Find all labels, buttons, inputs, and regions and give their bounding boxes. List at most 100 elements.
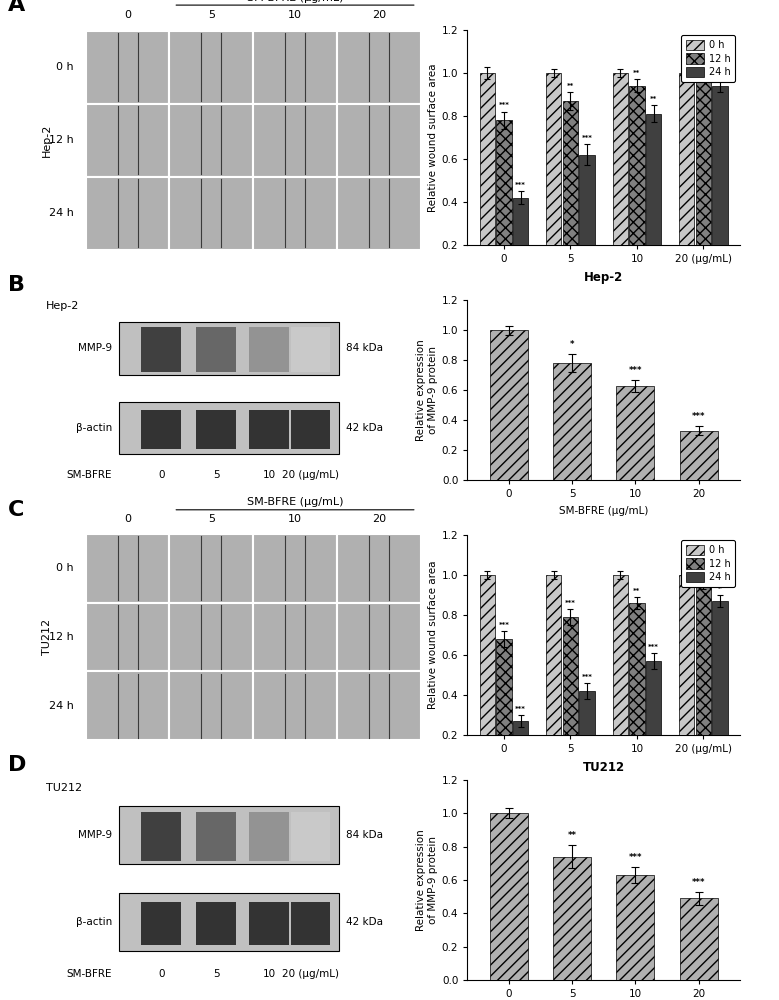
Text: 12 h: 12 h — [49, 135, 74, 145]
Bar — [680, 430, 718, 480]
Bar — [291, 812, 330, 861]
Bar — [86, 671, 170, 740]
Bar — [291, 902, 330, 945]
Text: ***: *** — [629, 853, 642, 862]
Bar — [496, 120, 512, 245]
Text: MMP-9: MMP-9 — [78, 343, 112, 353]
Bar — [142, 410, 181, 449]
Text: 10: 10 — [263, 470, 276, 480]
Text: C: C — [8, 500, 24, 520]
Bar — [513, 721, 528, 735]
Text: **: ** — [568, 831, 576, 840]
Bar — [480, 575, 495, 735]
Bar — [337, 603, 421, 671]
Bar — [679, 575, 695, 735]
Bar — [86, 31, 170, 104]
Bar — [142, 327, 181, 372]
Text: ***: *** — [582, 674, 593, 680]
Text: ***: *** — [565, 600, 576, 606]
Y-axis label: Relative expression
of MMP-9 protein: Relative expression of MMP-9 protein — [416, 339, 438, 441]
Text: ***: *** — [499, 622, 509, 628]
Text: 84 kDa: 84 kDa — [347, 830, 383, 840]
Bar — [513, 198, 528, 245]
Legend: 0 h, 12 h, 24 h: 0 h, 12 h, 24 h — [682, 540, 735, 587]
Text: TU212: TU212 — [42, 619, 51, 655]
Bar — [679, 73, 695, 245]
Text: 5: 5 — [213, 969, 220, 979]
Bar — [496, 639, 512, 735]
Y-axis label: Relative wound surface area: Relative wound surface area — [428, 63, 438, 212]
Bar — [253, 31, 337, 104]
Text: 20: 20 — [372, 514, 386, 524]
Bar — [680, 898, 718, 980]
Bar — [86, 603, 170, 671]
X-axis label: Hep-2: Hep-2 — [584, 271, 623, 284]
Y-axis label: Relative expression
of MMP-9 protein: Relative expression of MMP-9 protein — [416, 829, 438, 931]
Text: **: ** — [567, 83, 574, 89]
Bar — [646, 661, 661, 735]
Text: 20 (μg/mL): 20 (μg/mL) — [282, 470, 339, 480]
Text: 0: 0 — [158, 470, 164, 480]
Text: 5: 5 — [208, 514, 215, 524]
Text: 24 h: 24 h — [49, 208, 74, 218]
Text: *: * — [718, 70, 722, 76]
Bar — [119, 402, 339, 454]
Bar — [253, 534, 337, 603]
Bar — [119, 806, 339, 863]
Bar — [249, 327, 289, 372]
Text: ***: *** — [692, 878, 706, 887]
Bar — [546, 575, 562, 735]
Text: **: ** — [700, 59, 707, 65]
Text: SM-BFRE: SM-BFRE — [67, 470, 112, 480]
Text: ***: *** — [692, 412, 706, 422]
Bar — [249, 902, 289, 945]
Bar — [696, 583, 711, 735]
Text: Hep-2: Hep-2 — [42, 124, 51, 157]
Bar — [86, 534, 170, 603]
Text: 0: 0 — [124, 514, 131, 524]
Text: **: ** — [633, 70, 640, 76]
Text: B: B — [8, 275, 25, 295]
Bar — [170, 104, 253, 177]
Legend: 0 h, 12 h, 24 h: 0 h, 12 h, 24 h — [682, 35, 735, 82]
Text: ***: *** — [629, 366, 642, 375]
Text: SM-BFRE: SM-BFRE — [67, 969, 112, 979]
Bar — [170, 31, 253, 104]
Text: Hep-2: Hep-2 — [46, 301, 79, 311]
Bar — [629, 603, 644, 735]
Bar — [546, 73, 562, 245]
Bar — [553, 857, 591, 980]
Text: 20: 20 — [372, 10, 386, 20]
Bar — [713, 86, 728, 245]
Bar — [253, 177, 337, 250]
Bar — [580, 691, 594, 735]
Text: *: * — [702, 568, 705, 574]
Bar — [713, 601, 728, 735]
Bar — [86, 104, 170, 177]
Bar — [196, 902, 236, 945]
Text: ***: *** — [515, 182, 526, 188]
Bar — [253, 671, 337, 740]
Text: **: ** — [633, 588, 640, 594]
Text: A: A — [8, 0, 25, 15]
Text: 10: 10 — [263, 969, 276, 979]
Bar — [119, 893, 339, 951]
Bar — [337, 104, 421, 177]
Text: ***: *** — [582, 135, 593, 141]
X-axis label: SM-BFRE (μg/mL): SM-BFRE (μg/mL) — [559, 506, 648, 516]
X-axis label: TU212: TU212 — [583, 761, 625, 774]
Bar — [613, 575, 628, 735]
Bar — [337, 534, 421, 603]
Text: ***: *** — [499, 102, 509, 108]
Text: SM-BFRE (μg/mL): SM-BFRE (μg/mL) — [247, 0, 344, 3]
Text: 0: 0 — [124, 10, 131, 20]
Text: 10: 10 — [288, 10, 302, 20]
Bar — [337, 671, 421, 740]
Text: 0: 0 — [158, 969, 164, 979]
Text: 5: 5 — [208, 10, 215, 20]
Text: ***: *** — [515, 706, 526, 712]
Text: *: * — [569, 340, 574, 350]
Bar — [616, 385, 654, 480]
Bar — [480, 73, 495, 245]
Bar — [253, 603, 337, 671]
